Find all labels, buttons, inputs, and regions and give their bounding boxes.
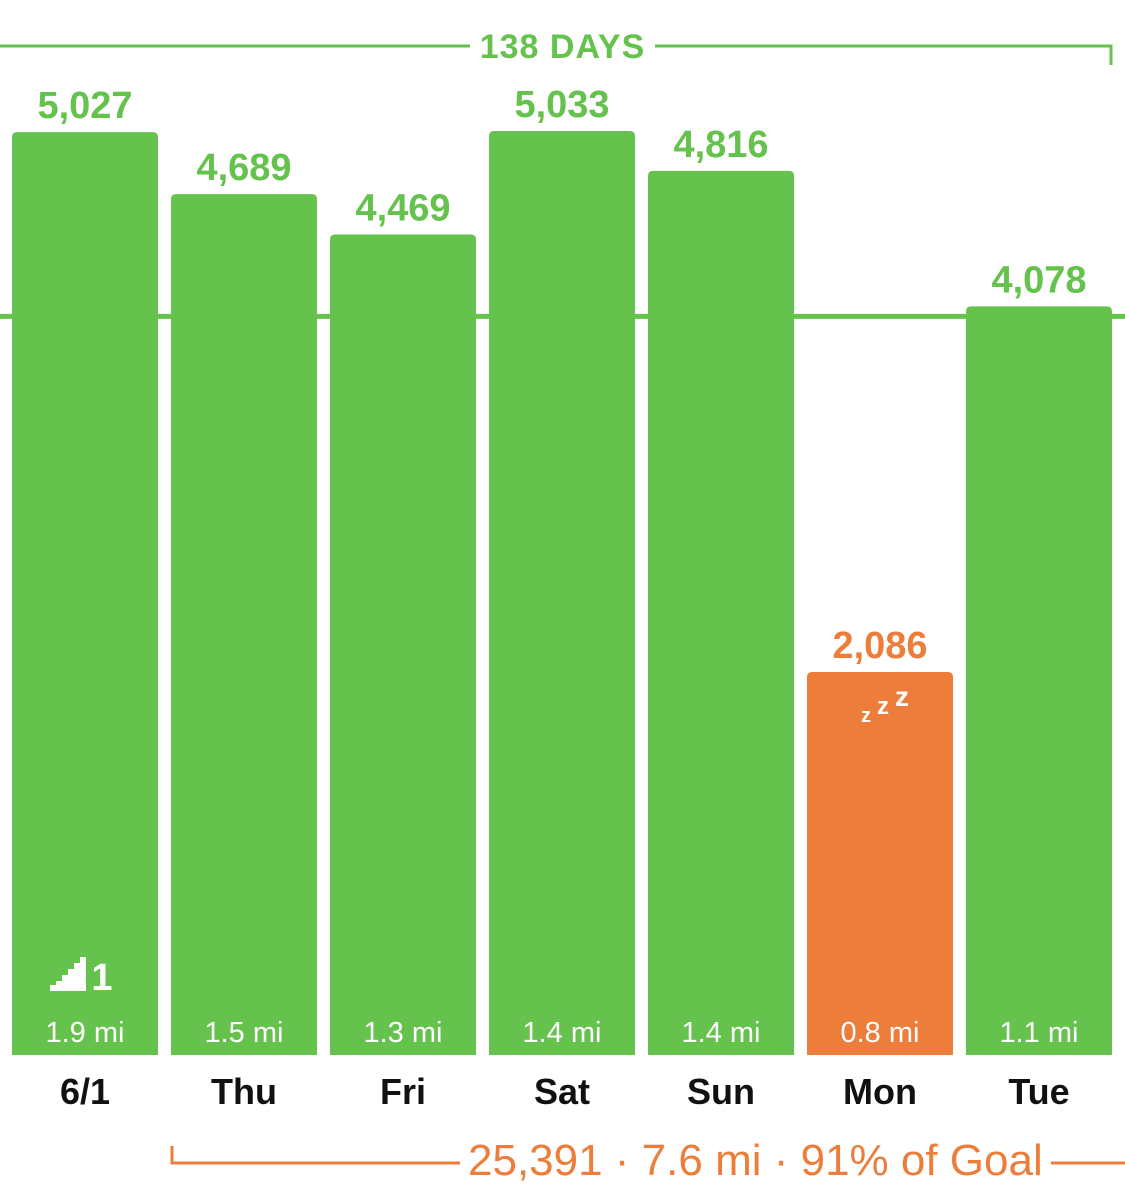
bar-value-label-tue: 4,078	[991, 259, 1086, 301]
bar-61	[12, 132, 158, 1055]
x-tick-label-61: 6/1	[60, 1071, 110, 1112]
bar-sat	[489, 131, 635, 1055]
bar-value-label-thu: 4,689	[196, 147, 291, 189]
x-tick-label-tue: Tue	[1008, 1071, 1069, 1112]
bar-distance-label-fri: 1.3 mi	[364, 1017, 443, 1049]
x-tick-label-mon: Mon	[843, 1071, 917, 1112]
x-tick-label-thu: Thu	[211, 1071, 277, 1112]
bar-sun	[648, 170, 794, 1055]
bar-distance-label-sun: 1.4 mi	[682, 1017, 761, 1049]
x-tick-label-sat: Sat	[534, 1071, 590, 1112]
summary-bracket-line	[170, 1146, 1125, 1165]
bar-value-label-fri: 4,469	[355, 188, 450, 230]
bar-distance-label-tue: 1.1 mi	[1000, 1017, 1079, 1049]
bar-value-label-sat: 5,033	[514, 84, 609, 126]
bar-fri	[330, 234, 476, 1055]
sleep-z-glyph: z	[877, 693, 889, 720]
x-tick-label-fri: Fri	[380, 1071, 426, 1112]
bar-thu	[171, 194, 317, 1055]
sleep-z-glyph: z	[861, 705, 871, 727]
bar-distance-label-sat: 1.4 mi	[523, 1017, 602, 1049]
x-tick-label-sun: Sun	[687, 1071, 755, 1112]
stairs-count-label: 1	[91, 957, 112, 999]
stairs-icon	[50, 957, 86, 991]
bar-mon	[807, 672, 953, 1055]
bar-value-label-mon: 2,086	[832, 625, 927, 667]
bar-value-label-61: 5,027	[37, 85, 132, 127]
streak-bracket-line	[0, 44, 1113, 65]
sleep-z-glyph: z	[895, 681, 909, 712]
bar-distance-label-thu: 1.5 mi	[205, 1017, 284, 1049]
bar-value-label-sun: 4,816	[673, 124, 768, 166]
bar-distance-label-61: 1.9 mi	[46, 1017, 125, 1049]
bar-tue	[966, 306, 1112, 1055]
bar-distance-label-mon: 0.8 mi	[841, 1017, 920, 1049]
